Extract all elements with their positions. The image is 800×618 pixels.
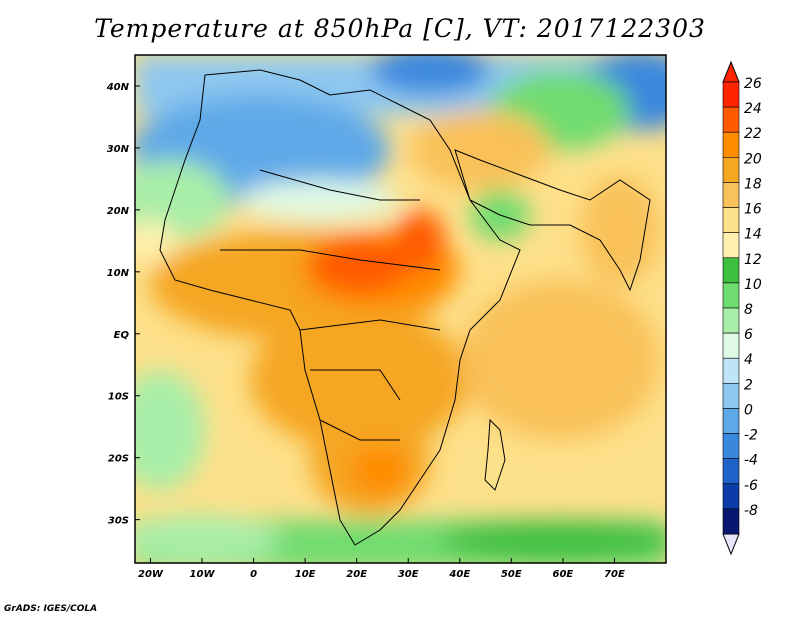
colorbar-swatch [722, 483, 740, 510]
colorbar-min-arrow [722, 533, 740, 556]
colorbar-swatch [722, 307, 740, 334]
lon-label: 40E [448, 569, 470, 580]
map-frame [134, 54, 667, 564]
colorbar-swatch [722, 508, 740, 535]
lon-label: 70E [604, 569, 625, 580]
colorbar-label: 24 [744, 101, 762, 117]
colorbar-label: -6 [744, 478, 758, 494]
colorbar-swatch [722, 182, 740, 208]
lon-label: 20E [346, 569, 367, 580]
colorbar-label: -2 [744, 428, 758, 444]
coastlines [159, 69, 651, 546]
colorbar-label: 22 [744, 126, 762, 142]
colorbar-label: 26 [744, 76, 762, 92]
colorbar-swatch [722, 257, 740, 284]
colorbar-label: 20 [744, 151, 762, 167]
lon-label: 60E [553, 569, 574, 580]
colorbar-label: 4 [744, 352, 753, 368]
colorbar-swatch [722, 207, 740, 233]
lon-label: 10W [190, 569, 216, 580]
colorbar-swatch [722, 282, 740, 309]
colorbar-swatch [722, 131, 740, 158]
colorbar-label: 2 [744, 377, 753, 393]
colorbar-label: -8 [744, 503, 758, 519]
lat-label: EQ [114, 330, 130, 341]
colorbar-swatch [722, 433, 740, 459]
colorbar-swatch [722, 106, 740, 133]
colorbar-label: 12 [744, 252, 762, 268]
lat-label: 30S [108, 516, 129, 527]
colorbar-label: 6 [744, 327, 753, 343]
longitude-axis: 20W 10W 0 10E 20E 30E 40E 50E 60E 70E [138, 558, 625, 580]
colorbar-swatch [722, 332, 740, 359]
lat-label: 10S [108, 392, 129, 403]
temperature-field [135, 55, 666, 563]
colorbar-label: 16 [744, 202, 762, 218]
colorbar-swatch [722, 357, 740, 384]
lon-label: 0 [250, 569, 257, 580]
lon-label: 10E [295, 569, 316, 580]
grads-credit: GrADS: IGES/COLA [4, 604, 98, 614]
lat-label: 40N [106, 82, 130, 93]
colorbar-swatch [722, 408, 740, 434]
colorbar-label: 14 [744, 227, 762, 243]
lat-label: 20S [108, 454, 129, 465]
lon-label: 20W [138, 569, 164, 580]
colorbar-label: 18 [744, 176, 762, 192]
colorbar-label: 8 [744, 302, 753, 318]
lat-label: 20N [107, 206, 130, 217]
colorbar-label: 0 [744, 402, 753, 418]
colorbar-max-arrow [722, 60, 740, 83]
lat-label: 10N [107, 268, 130, 279]
colorbar-label: -4 [744, 453, 758, 469]
colorbar-swatch [722, 383, 740, 409]
colorbar-swatch [722, 232, 740, 259]
lat-label: 30N [107, 144, 130, 155]
colorbar-swatch [722, 157, 740, 183]
latitude-axis: 40N 30N 20N 10N EQ 10S 20S 30S [106, 82, 140, 527]
colorbar-label: 10 [744, 277, 762, 293]
lon-label: 50E [501, 569, 522, 580]
colorbar-swatch [722, 458, 740, 485]
chart-title: Temperature at 850hPa [C], VT: 201712230… [94, 14, 706, 43]
lon-label: 30E [398, 569, 419, 580]
colorbar-swatch [722, 81, 740, 108]
